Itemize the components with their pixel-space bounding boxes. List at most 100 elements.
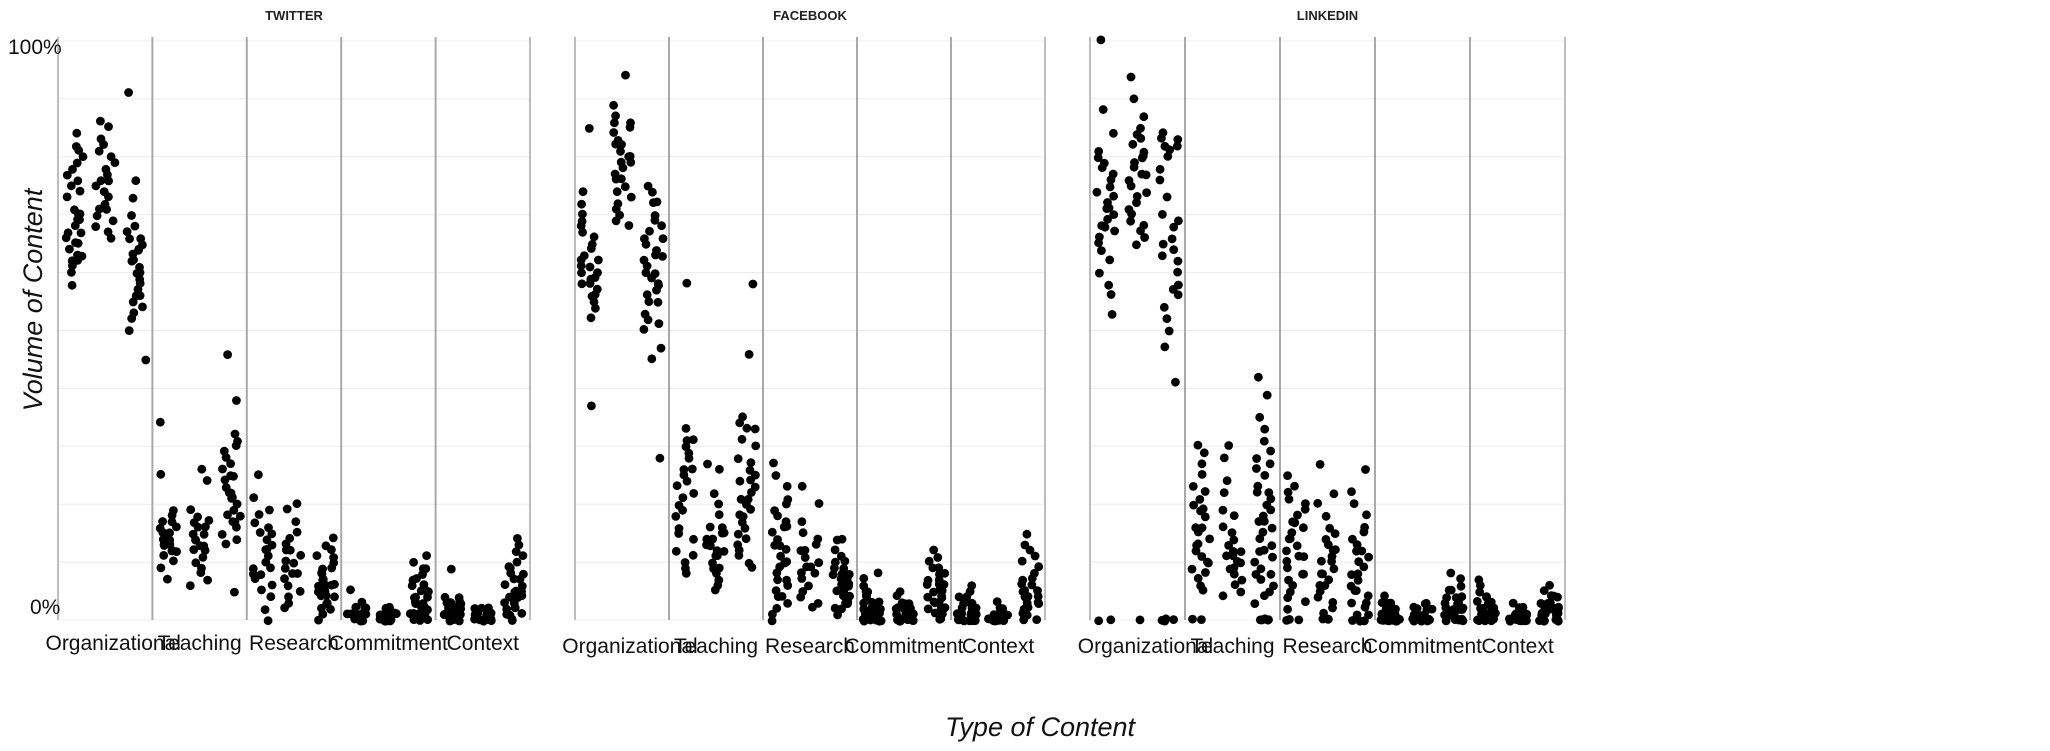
data-point: [248, 564, 258, 574]
data-point: [1229, 569, 1239, 579]
data-point: [156, 469, 166, 479]
data-point: [518, 551, 528, 560]
data-point: [748, 279, 758, 289]
data-point: [719, 547, 729, 556]
data-point: [280, 603, 289, 613]
data-point: [254, 510, 264, 519]
data-point: [866, 615, 875, 625]
data-point: [350, 614, 360, 624]
data-point: [392, 609, 401, 619]
data-point: [585, 262, 595, 272]
data-point: [993, 615, 1002, 624]
data-point: [1252, 464, 1261, 473]
data-point: [681, 424, 691, 433]
data-point: [330, 579, 339, 589]
data-point: [158, 517, 168, 526]
data-point: [1034, 599, 1044, 608]
category-label: Research: [249, 632, 339, 655]
data-point: [330, 592, 339, 602]
data-point: [62, 170, 72, 180]
data-point: [62, 192, 72, 202]
data-point: [122, 227, 132, 237]
data-point: [1359, 527, 1369, 537]
data-point: [512, 557, 522, 567]
data-point: [612, 187, 622, 197]
data-point: [72, 128, 82, 138]
data-point: [1315, 581, 1325, 590]
data-point: [505, 592, 514, 602]
data-point: [1158, 239, 1168, 249]
data-point: [73, 176, 83, 186]
data-point: [655, 453, 665, 463]
data-point: [127, 314, 137, 323]
data-point: [1510, 611, 1520, 620]
data-point: [843, 597, 853, 607]
data-point: [1254, 372, 1263, 382]
data-point: [1290, 481, 1299, 491]
data-point: [1109, 210, 1119, 220]
data-point: [1260, 517, 1269, 526]
data-point: [221, 453, 231, 462]
data-point: [199, 529, 209, 539]
data-point: [1126, 181, 1136, 191]
data-point: [1196, 506, 1205, 516]
data-point: [712, 546, 722, 556]
data-point: [1283, 563, 1292, 573]
data-point: [318, 574, 328, 584]
data-point: [70, 205, 79, 215]
data-point: [513, 534, 522, 543]
data-point: [892, 591, 902, 601]
data-point: [1359, 562, 1369, 572]
data-point: [289, 558, 299, 568]
data-point: [1267, 541, 1277, 550]
data-point: [189, 545, 199, 554]
data-point: [933, 553, 943, 562]
data-point: [1189, 500, 1198, 510]
data-point: [351, 602, 361, 612]
data-point: [1169, 222, 1179, 232]
data-point: [132, 269, 142, 278]
data-point: [1317, 556, 1326, 566]
data-point: [679, 465, 689, 474]
data-point: [1188, 614, 1197, 624]
data-point: [1198, 585, 1208, 595]
data-point: [678, 493, 688, 502]
data-point: [653, 279, 663, 288]
data-point: [1325, 523, 1335, 533]
data-point: [1508, 598, 1518, 608]
data-point: [423, 615, 432, 624]
data-point: [104, 176, 113, 186]
data-point: [1099, 158, 1109, 168]
data-point: [682, 278, 692, 288]
data-point: [256, 570, 266, 579]
data-point: [654, 319, 664, 328]
data-point: [1097, 246, 1106, 256]
data-point: [346, 585, 355, 595]
data-point: [709, 564, 718, 573]
data-point: [714, 510, 724, 520]
data-point: [1545, 580, 1554, 590]
data-point: [284, 592, 293, 602]
data-point: [687, 464, 697, 474]
data-point: [808, 602, 817, 612]
data-point: [577, 199, 586, 209]
data-point: [385, 602, 394, 612]
data-point: [935, 569, 944, 579]
data-point: [776, 551, 785, 561]
data-point: [586, 313, 596, 323]
data-point: [647, 354, 657, 364]
data-point: [620, 182, 630, 192]
data-point: [1222, 476, 1232, 486]
data-point: [589, 232, 599, 242]
data-point: [1284, 534, 1294, 544]
data-point: [451, 602, 461, 612]
data-point: [578, 187, 588, 197]
data-point: [1457, 592, 1467, 602]
data-point: [1157, 251, 1167, 261]
data-point: [609, 100, 618, 110]
y-tick-label: 100%: [8, 36, 62, 59]
data-point: [1160, 141, 1170, 151]
data-point: [482, 609, 492, 619]
data-point: [840, 556, 850, 566]
data-point: [689, 489, 699, 498]
